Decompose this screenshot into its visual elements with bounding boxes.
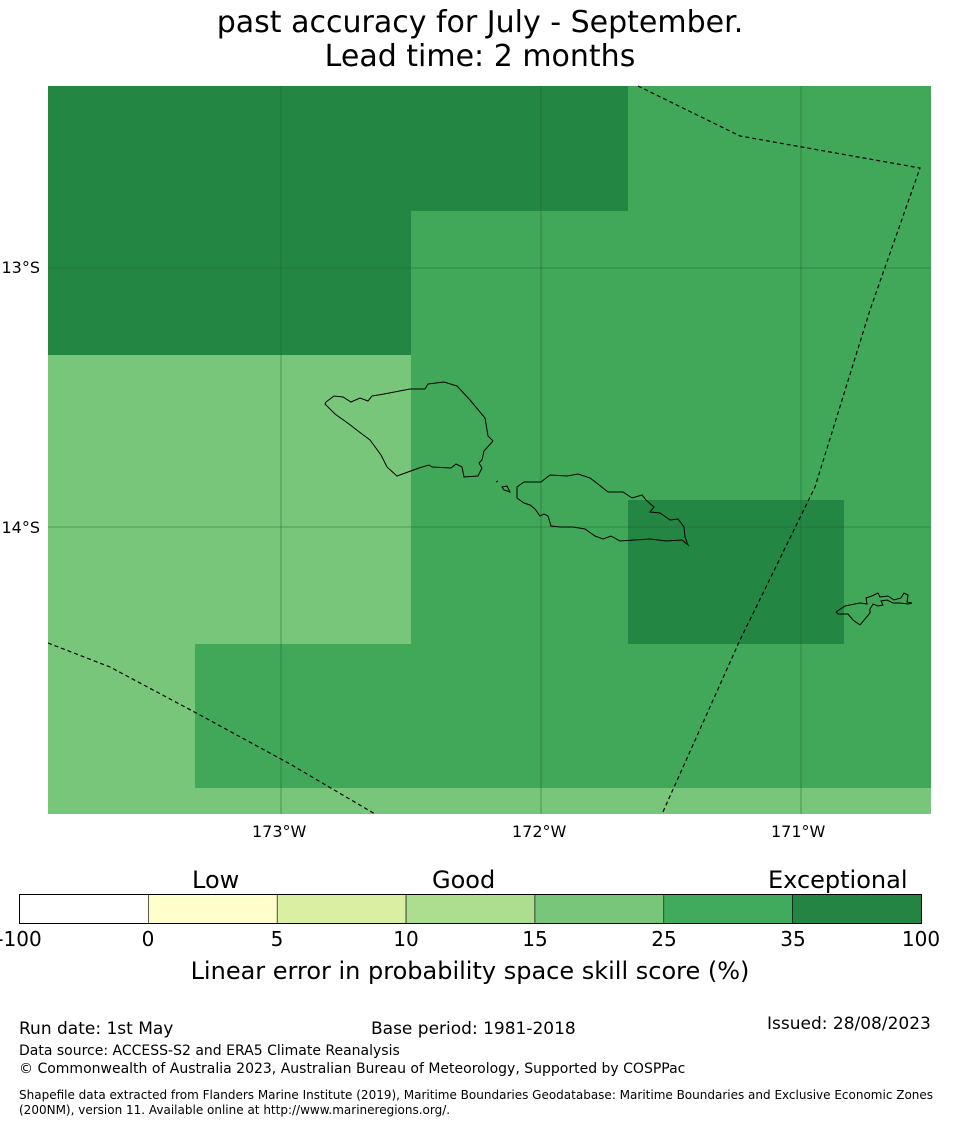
lat-label-14s: 14°S bbox=[1, 518, 40, 537]
skill-region-exceptional-north bbox=[411, 86, 628, 211]
lat-label-13s: 13°S bbox=[1, 258, 40, 277]
lon-label-172w: 172°W bbox=[512, 822, 567, 841]
legend-category-exceptional: Exceptional bbox=[768, 866, 908, 894]
lon-label-171w: 171°W bbox=[771, 822, 826, 841]
colorbar-tick-label: -100 bbox=[0, 927, 42, 951]
shapefile-credit-line-1: Shapefile data extracted from Flanders M… bbox=[19, 1088, 934, 1102]
colorbar-bin bbox=[792, 894, 922, 924]
map-title-line-2: Lead time: 2 months bbox=[324, 39, 636, 74]
colorbar-outline bbox=[19, 894, 922, 924]
colorbar-bin bbox=[663, 894, 793, 924]
colorbar-bin bbox=[405, 894, 536, 924]
colorbar-tick-label: 15 bbox=[522, 927, 548, 951]
colorbar-tick-label: 5 bbox=[270, 927, 284, 951]
colorbar-tick-label: 10 bbox=[393, 927, 419, 951]
upolu-island bbox=[516, 473, 690, 547]
colorbar-bin bbox=[276, 894, 407, 924]
run-date: Run date: 1st May bbox=[19, 1019, 174, 1039]
colorbar-tick-label: 0 bbox=[141, 927, 155, 951]
map-title-line-1: past accuracy for July - September. bbox=[216, 5, 744, 40]
colorbar-tick-label: 25 bbox=[651, 927, 677, 951]
savaii-island bbox=[324, 381, 494, 478]
colorbar-bin bbox=[148, 894, 278, 924]
eez-boundary-southwest bbox=[47, 642, 376, 815]
legend-category-low: Low bbox=[192, 866, 240, 894]
lon-label-173w: 173°W bbox=[252, 822, 307, 841]
issued-date: Issued: 28/08/2023 bbox=[767, 1014, 931, 1034]
maritime-boundaries bbox=[47, 85, 921, 815]
eez-boundary-north bbox=[637, 85, 921, 815]
colorbar-bin bbox=[19, 894, 149, 924]
tutuila-island bbox=[835, 592, 913, 626]
shapefile-credit-line-2: (200NM), version 11. Available online at… bbox=[19, 1103, 451, 1117]
apolima-island bbox=[495, 480, 499, 483]
skill-region-exceptional-east bbox=[628, 500, 844, 644]
colorbar-title: Linear error in probability space skill … bbox=[190, 957, 750, 985]
colorbar bbox=[19, 894, 922, 924]
legend-category-good: Good bbox=[432, 866, 496, 894]
copyright: © Commonwealth of Australia 2023, Austra… bbox=[19, 1061, 686, 1077]
data-source: Data source: ACCESS-S2 and ERA5 Climate … bbox=[19, 1043, 400, 1059]
skill-map bbox=[47, 85, 931, 815]
skill-region-good-south bbox=[195, 644, 931, 788]
map-gridlines bbox=[48, 86, 931, 814]
base-period: Base period: 1981-2018 bbox=[371, 1019, 576, 1039]
colorbar-bin bbox=[534, 894, 665, 924]
colorbar-tick-label: 100 bbox=[901, 927, 941, 951]
manono-island bbox=[501, 485, 511, 493]
coastlines bbox=[324, 381, 913, 626]
colorbar-tick-label: 35 bbox=[780, 927, 806, 951]
skill-region-exceptional-west bbox=[48, 86, 411, 355]
